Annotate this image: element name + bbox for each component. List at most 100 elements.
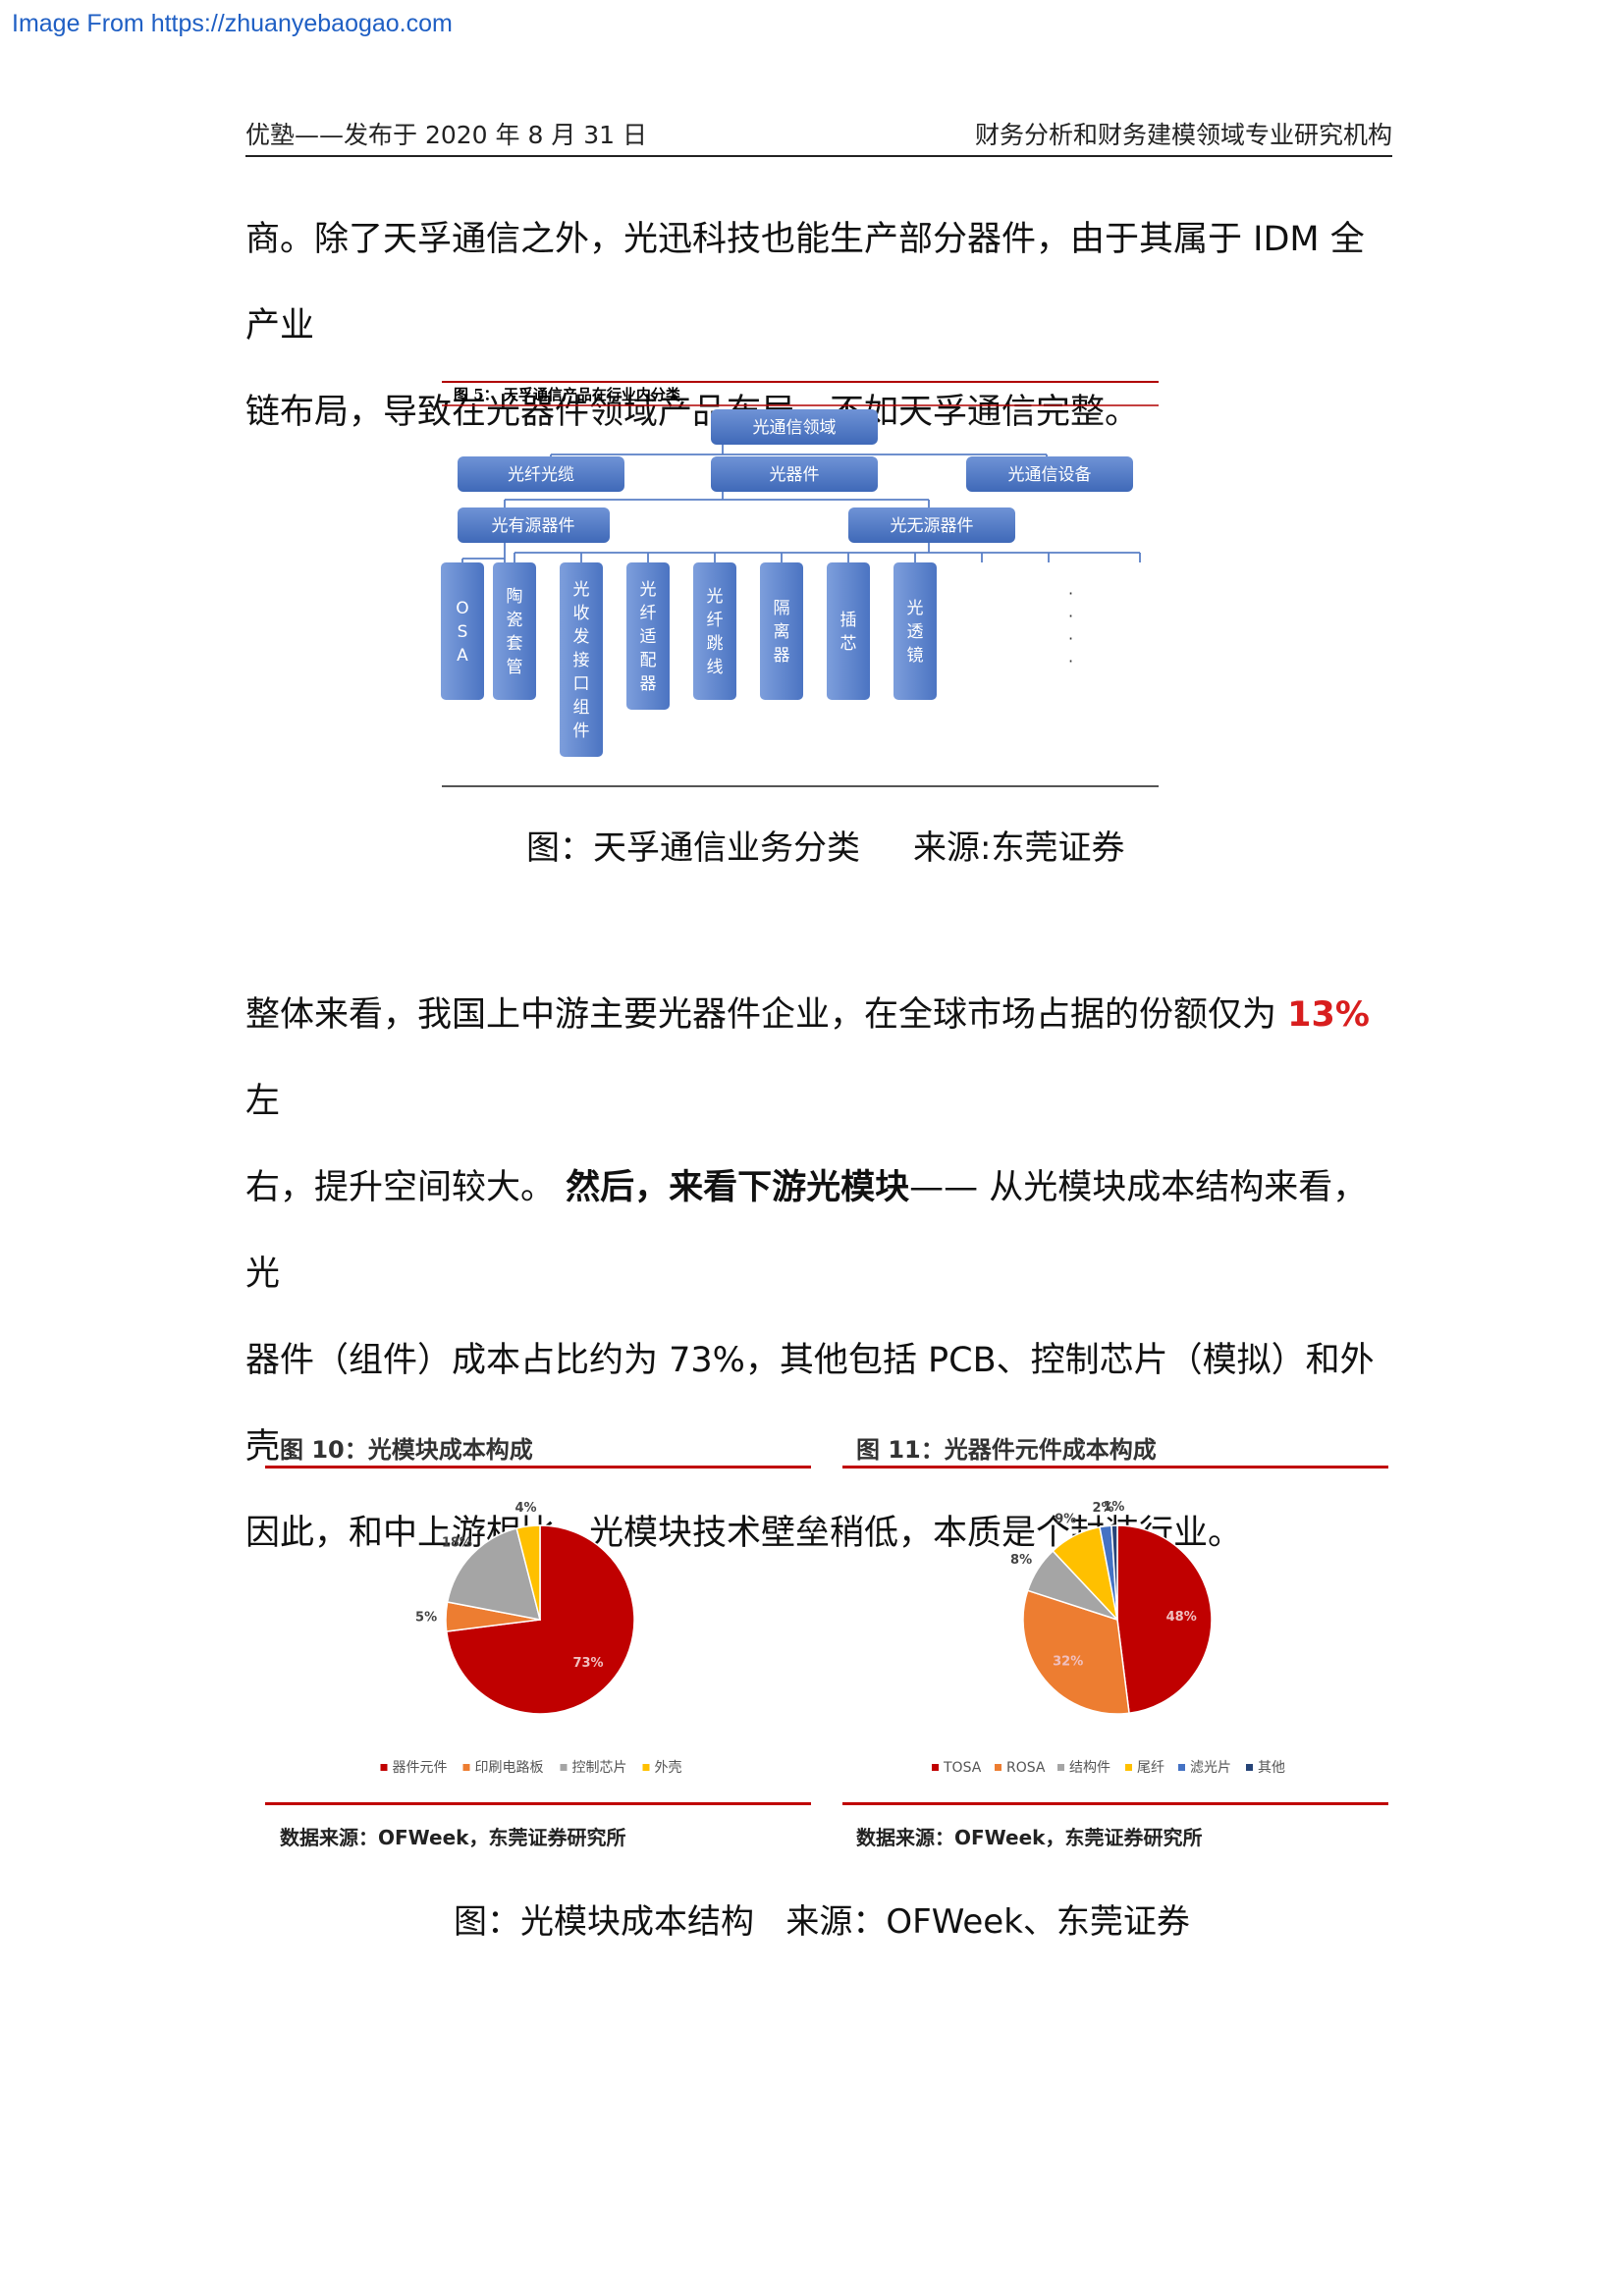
- figure5-caption: 图：天孚通信业务分类 来源:东莞证券: [526, 828, 1125, 868]
- legend-swatch: [380, 1764, 388, 1771]
- diagram-leaf-node: 插芯: [827, 562, 870, 700]
- svg-text:器: 器: [774, 646, 790, 666]
- legend-swatch: [1057, 1764, 1064, 1771]
- svg-text:插: 插: [840, 611, 857, 630]
- svg-text:芯: 芯: [840, 634, 857, 654]
- svg-text:镜: 镜: [907, 646, 924, 666]
- svg-text:离: 离: [774, 622, 790, 642]
- svg-text:光: 光: [907, 599, 924, 618]
- chart11-bottom-rule: [842, 1802, 1388, 1805]
- diagram-node-fiber-cable: 光纤光缆: [458, 456, 624, 492]
- pie-data-label: 48%: [1166, 1610, 1197, 1625]
- svg-text:适: 适: [640, 627, 657, 647]
- diagram-leaf-node: 隔离器: [760, 562, 803, 700]
- svg-text:瓷: 瓷: [507, 611, 523, 630]
- chart10-pie: 73% 5% 18% 4% 器件元件 印刷电路板 控制芯片 外壳: [380, 1501, 682, 1776]
- svg-text:光通信领域: 光通信领域: [753, 418, 837, 438]
- svg-text:纤: 纤: [707, 611, 724, 630]
- pie-data-label: 18%: [442, 1536, 472, 1551]
- pie-slice: [515, 1524, 541, 1621]
- legend-swatch: [932, 1764, 939, 1771]
- svg-text:光: 光: [573, 580, 590, 600]
- diagram-node-active-device: 光有源器件: [458, 507, 610, 543]
- pie-data-label: 5%: [415, 1610, 437, 1625]
- figure-costs-caption: 图：光模块成本结构 来源：OFWeek、东莞证券: [454, 1902, 1190, 1942]
- pie-data-label: 73%: [572, 1656, 603, 1671]
- watermark-link[interactable]: Image From https://zhuanyebaogao.com: [12, 10, 453, 37]
- pie-data-label: 32%: [1053, 1655, 1083, 1670]
- svg-text:组: 组: [573, 698, 590, 718]
- legend-swatch: [1125, 1764, 1132, 1771]
- diagram-ellipsis: ·: [1068, 584, 1073, 603]
- figure5-diagram: 图 5： 天孚通信产品在行业内分类 光通信领域 光纤光缆: [441, 381, 1159, 787]
- svg-text:陶: 陶: [507, 587, 523, 607]
- diagram-node-optical-device: 光器件: [711, 456, 878, 492]
- bold-phrase: 然后，来看下游光模块: [566, 1168, 910, 1207]
- svg-text:隔: 隔: [774, 599, 790, 618]
- svg-text:·: ·: [1068, 607, 1073, 625]
- legend-label: 外壳: [655, 1759, 682, 1776]
- legend-label: 印刷电路板: [475, 1760, 544, 1776]
- svg-text:光: 光: [707, 587, 724, 607]
- pie-slice: [1116, 1524, 1213, 1715]
- header-org: 财务分析和财务建模领域专业研究机构: [974, 121, 1392, 149]
- diagram-node-comm-equipment: 光通信设备: [966, 456, 1133, 492]
- legend-label: 控制芯片: [572, 1760, 627, 1776]
- svg-text:件: 件: [573, 721, 590, 741]
- legend-label: 结构件: [1069, 1760, 1110, 1776]
- diagram-leaf-node: OSA: [441, 562, 484, 700]
- svg-text:光: 光: [640, 580, 657, 600]
- pie-data-label: 8%: [1010, 1553, 1032, 1568]
- svg-text:器: 器: [640, 674, 657, 694]
- legend-label: 其他: [1258, 1760, 1285, 1776]
- paragraph-line: 整体来看，我国上中游主要光器件企业，在全球市场占据的份额仅为 13%左: [245, 995, 1370, 1121]
- legend-swatch: [560, 1764, 568, 1771]
- diagram-node-root: 光通信领域: [711, 409, 878, 445]
- paragraph-line: 商。除了天孚通信之外，光迅科技也能生产部分器件，由于其属于 IDM 全产业: [245, 220, 1365, 346]
- chart11-title: 图 11：光器件元件成本构成: [856, 1436, 1157, 1464]
- legend-swatch: [995, 1764, 1001, 1771]
- paragraph-1: 商。除了天孚通信之外，光迅科技也能生产部分器件，由于其属于 IDM 全产业 链布…: [245, 196, 1394, 455]
- figure5-title: 图 5： 天孚通信产品在行业内分类: [454, 386, 681, 403]
- svg-text:·: ·: [1068, 652, 1073, 670]
- svg-text:口: 口: [573, 674, 590, 694]
- page-header: 优塾——发布于 2020 年 8 月 31 日 财务分析和财务建模领域专业研究机…: [245, 116, 1392, 157]
- svg-text:·: ·: [1068, 629, 1073, 648]
- legend-label: 尾纤: [1137, 1760, 1164, 1776]
- chart10-top-rule: [265, 1466, 811, 1468]
- svg-text:发: 发: [573, 627, 590, 647]
- pie-data-label: 9%: [1055, 1513, 1076, 1527]
- legend-label: 器件元件: [393, 1760, 448, 1776]
- paragraph-line: 器件（组件）成本占比约为 73%，其他包括 PCB、控制芯片（模拟）和外壳。: [245, 1341, 1375, 1467]
- svg-text:透: 透: [907, 622, 924, 642]
- pie-slice: [1110, 1524, 1118, 1621]
- pie-slice: [446, 1527, 542, 1621]
- chart11-source: 数据来源：OFWeek，东莞证券研究所: [856, 1826, 1203, 1849]
- svg-text:S: S: [458, 622, 468, 642]
- chart11-pie: 48% 32% 8% 9% 2%1% TOSA ROSA 结构件 尾纤 滤光片 其他: [932, 1500, 1285, 1776]
- svg-text:A: A: [457, 646, 468, 666]
- chart10-bottom-rule: [265, 1802, 811, 1805]
- svg-text:O: O: [456, 599, 468, 618]
- legend-swatch: [642, 1764, 650, 1771]
- pie-data-label: 4%: [514, 1501, 536, 1516]
- pie-data-label: 1%: [1103, 1500, 1124, 1515]
- svg-text:跳: 跳: [707, 634, 724, 654]
- svg-text:配: 配: [640, 651, 657, 670]
- chart11-top-rule: [842, 1466, 1388, 1468]
- pie-data-label: 2%: [1092, 1501, 1113, 1516]
- svg-text:纤: 纤: [640, 604, 657, 623]
- header-date: 优塾——发布于 2020 年 8 月 31 日: [245, 121, 648, 149]
- svg-text:光有源器件: 光有源器件: [492, 516, 575, 536]
- diagram-node-passive-device: 光无源器件: [848, 507, 1015, 543]
- svg-text:光通信设备: 光通信设备: [1008, 465, 1092, 485]
- paragraph-line: 链布局，导致在光器件领域产品布局，不如天孚通信完整。: [245, 393, 1140, 432]
- highlight-percent: 13%: [1287, 995, 1370, 1035]
- legend-swatch: [462, 1764, 470, 1771]
- legend-swatch: [1246, 1764, 1253, 1771]
- svg-text:光纤光缆: 光纤光缆: [508, 465, 574, 485]
